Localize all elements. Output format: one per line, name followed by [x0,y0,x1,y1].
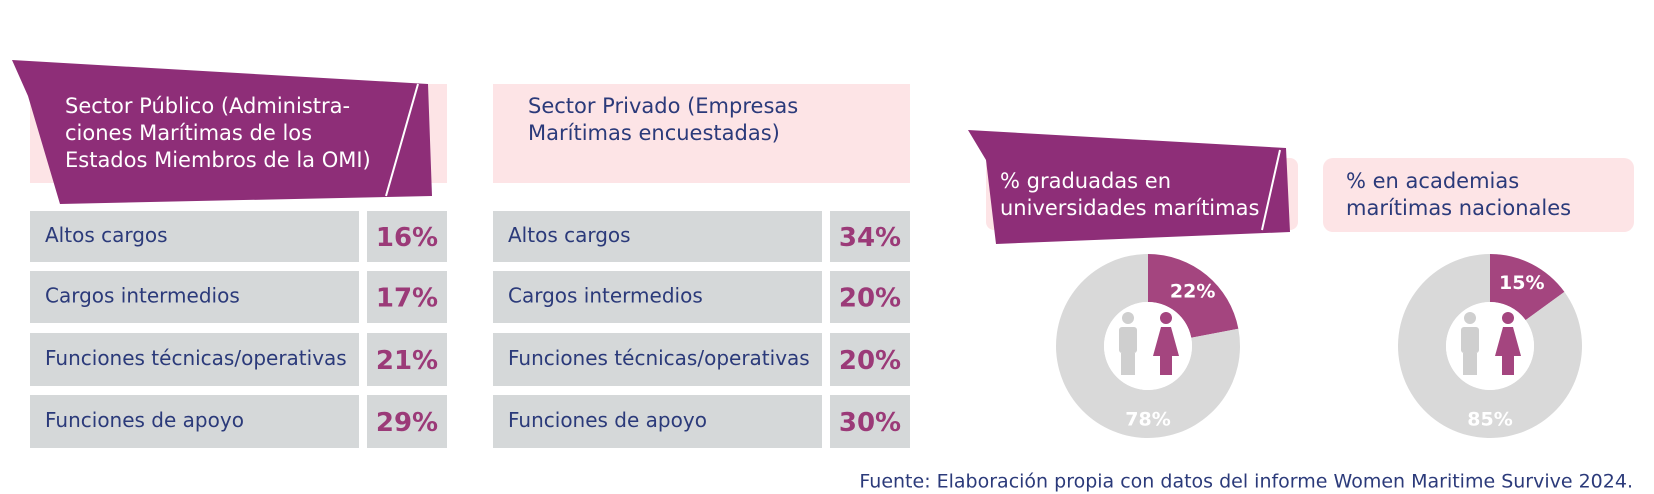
row-value-bg [830,395,910,448]
donut-hole [1104,302,1192,390]
row-value-bg [367,333,447,386]
row-label: Funciones técnicas/operativas [508,346,810,370]
header-title: Sector Privado (Empresas [528,94,798,118]
header-title: Marítimas encuestadas) [528,121,780,145]
row-value: 30% [839,408,901,438]
donut-slice [1397,254,1582,438]
donut-title: % graduadas en [1000,169,1171,193]
donut-label: 15% [1499,272,1544,294]
row-label-bg [30,395,359,448]
row-label-bg [493,271,822,323]
row-label-bg [30,271,359,323]
donut-label: 22% [1170,281,1215,303]
row-label-bg [493,333,822,386]
header-title: Estados Miembros de la OMI) [65,148,371,172]
header-bg [1323,158,1634,232]
donut-slice [1490,254,1565,321]
male-icon-head [1464,312,1476,324]
row-label-bg [30,333,359,386]
donut-title: marítimas nacionales [1346,196,1571,220]
male-icon-legs [1463,353,1477,375]
male-icon-legs [1121,353,1135,375]
donut-slice [1056,254,1240,438]
row-label-bg [30,211,359,262]
male-icon-body [1461,327,1479,353]
row-label: Funciones técnicas/operativas [45,346,347,370]
deco-line [1261,149,1281,231]
row-label: Cargos intermedios [508,284,703,308]
female-icon-legs [1160,356,1172,375]
row-value-bg [830,211,910,262]
donut-hole [1446,302,1534,390]
header-shape [12,60,432,204]
female-icon-head [1502,312,1514,324]
deco-line [385,83,419,197]
female-icon-body [1153,327,1179,356]
row-value: 29% [376,408,438,438]
donut-slice [1148,254,1239,338]
row-label: Altos cargos [45,223,168,247]
row-value-bg [830,333,910,386]
row-value: 20% [839,284,901,314]
donut-title: % en academias [1346,169,1519,193]
female-icon-head [1160,312,1172,324]
row-value-bg [367,211,447,262]
row-value: 20% [839,346,901,376]
donut-label: 85% [1467,409,1512,431]
header-bg [493,84,910,183]
row-value: 21% [376,346,438,376]
row-value: 16% [376,223,438,253]
header-title: Sector Público (Administra- [65,94,350,118]
row-value: 34% [839,223,901,253]
row-value-bg [367,271,447,323]
donut-label: 78% [1125,409,1170,431]
row-label-bg [493,211,822,262]
row-label: Cargos intermedios [45,284,240,308]
row-value-bg [830,271,910,323]
row-label-bg [493,395,822,448]
male-icon-head [1122,312,1134,324]
header-title: ciones Marítimas de los [65,121,312,145]
row-label: Funciones de apoyo [508,408,707,432]
row-label: Altos cargos [508,223,631,247]
row-label: Funciones de apoyo [45,408,244,432]
female-icon-body [1495,327,1521,356]
row-value-bg [367,395,447,448]
male-icon-body [1119,327,1137,353]
header-shape [968,130,1290,244]
source-note: Fuente: Elaboración propia con datos del… [859,471,1633,493]
female-icon-legs [1502,356,1514,375]
donut-title: universidades marítimas [1000,196,1259,220]
row-value: 17% [376,284,438,314]
